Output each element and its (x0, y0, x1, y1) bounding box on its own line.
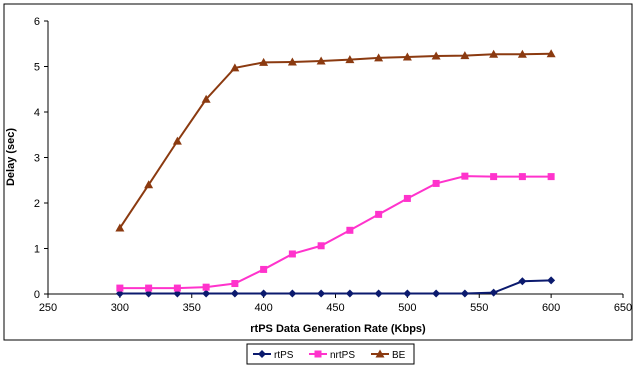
x-axis-title: rtPS Data Generation Rate (Kbps) (250, 323, 426, 335)
data-point-rtps (489, 288, 498, 297)
y-tick-label: 3 (34, 153, 40, 165)
legend-marker-rtps (258, 350, 266, 358)
data-point-rtps (547, 276, 556, 285)
data-point-rtps (230, 289, 239, 298)
series-line-be (119, 52, 552, 229)
data-point-be (230, 63, 240, 72)
data-point-nrtps (317, 242, 325, 250)
y-tick-label: 1 (34, 244, 40, 256)
legend: rtPS nrtPS BE (246, 343, 415, 365)
legend-label-be: BE (392, 350, 406, 361)
x-tick-label: 450 (326, 302, 344, 314)
chart-border (3, 3, 633, 341)
series-line-nrtps (119, 175, 552, 290)
x-tick-label: 650 (614, 302, 632, 314)
data-point-nrtps (173, 284, 181, 292)
data-point-be (460, 51, 470, 60)
data-point-rtps (432, 289, 441, 298)
series-line-rtps (119, 279, 552, 295)
legend-label-rtps: rtPS (274, 350, 294, 361)
x-tick-label: 400 (254, 302, 272, 314)
data-point-nrtps (145, 284, 153, 292)
y-tick-label: 6 (34, 16, 40, 28)
data-point-nrtps (375, 210, 383, 218)
y-tick-label: 2 (34, 198, 40, 210)
data-point-be (402, 52, 412, 61)
series-be (115, 49, 556, 232)
data-point-be (374, 53, 384, 62)
data-point-rtps (317, 289, 326, 298)
data-point-nrtps (490, 173, 498, 181)
x-tick-label: 300 (111, 302, 129, 314)
data-point-rtps (403, 289, 412, 298)
legend-marker-be (375, 349, 385, 358)
legend-box (246, 343, 415, 365)
legend-label-nrtps: nrtPS (330, 350, 355, 361)
data-point-rtps (374, 289, 383, 298)
data-point-be (287, 57, 297, 66)
data-point-rtps (345, 289, 354, 298)
data-point-nrtps (547, 173, 555, 181)
data-point-nrtps (260, 265, 268, 273)
data-point-nrtps (202, 283, 210, 291)
data-point-be (144, 180, 154, 189)
legend-item-nrtps: nrtPS (309, 350, 355, 361)
data-point-be (517, 49, 527, 58)
data-point-be (546, 49, 556, 58)
x-tick-label: 500 (398, 302, 416, 314)
data-point-be (431, 51, 441, 60)
legend-item-be: BE (371, 349, 406, 361)
y-tick-label: 4 (34, 107, 40, 119)
data-point-rtps (202, 289, 211, 298)
y-tick-label: 0 (34, 289, 40, 301)
data-point-be (201, 94, 211, 103)
data-point-rtps (460, 289, 469, 298)
data-point-rtps (518, 277, 527, 286)
data-point-be (345, 55, 355, 64)
data-point-nrtps (403, 194, 411, 202)
data-point-nrtps (116, 284, 124, 292)
series-rtps (115, 276, 556, 298)
x-tick-label: 250 (39, 302, 57, 314)
x-tick-label: 350 (183, 302, 201, 314)
data-point-be (489, 49, 499, 58)
data-point-be (316, 56, 326, 65)
data-point-be (115, 223, 125, 232)
data-point-nrtps (231, 280, 239, 288)
data-point-nrtps (518, 173, 526, 181)
legend-marker-nrtps (314, 350, 322, 358)
series-nrtps (116, 172, 555, 292)
y-axis-title: Delay (sec) (5, 128, 17, 186)
legend-item-rtps: rtPS (253, 350, 294, 361)
data-point-rtps (259, 289, 268, 298)
x-tick-label: 550 (470, 302, 488, 314)
data-point-be (172, 136, 182, 145)
data-point-nrtps (432, 179, 440, 187)
data-point-nrtps (461, 172, 469, 180)
y-tick-label: 5 (34, 62, 40, 74)
data-point-nrtps (346, 226, 354, 234)
data-point-nrtps (288, 250, 296, 258)
data-point-rtps (288, 289, 297, 298)
x-tick-label: 600 (542, 302, 560, 314)
data-point-be (259, 57, 269, 66)
